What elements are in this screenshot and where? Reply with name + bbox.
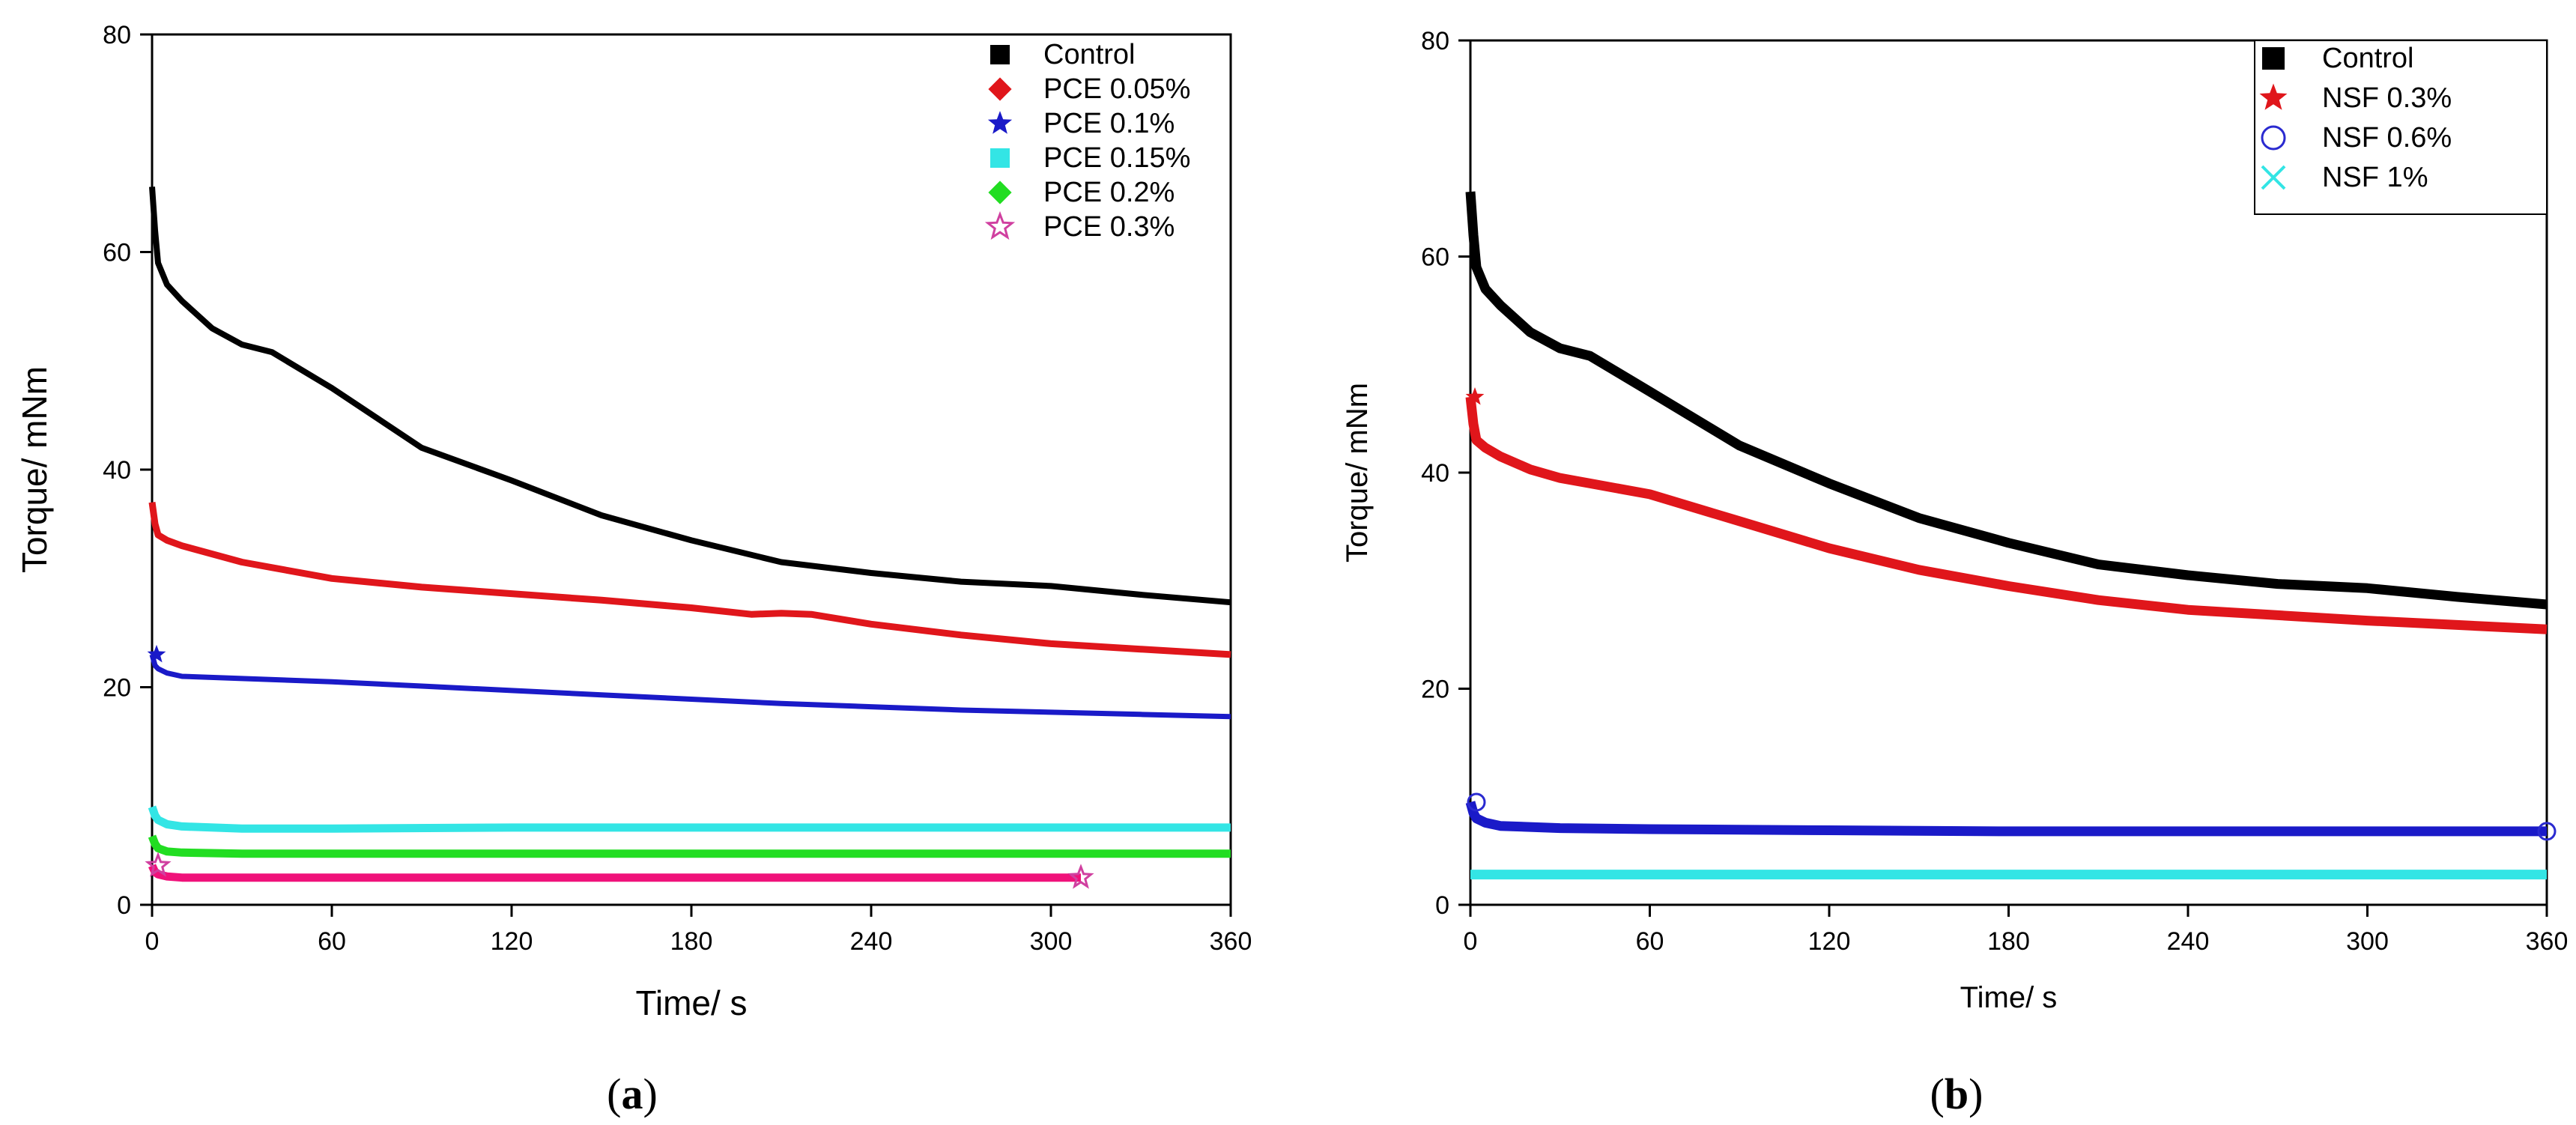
legend-marker: [2261, 125, 2286, 151]
x-tick-label: 360: [1210, 927, 1252, 956]
x-tick-label: 180: [1987, 927, 2030, 956]
x-tick-label: 180: [670, 927, 713, 956]
y-tick-label: 40: [1421, 459, 1449, 488]
legend-label: NSF 0.6%: [2322, 122, 2452, 154]
y-tick-label: 40: [103, 456, 131, 485]
legend-box: [2254, 40, 2548, 215]
series-line-nsf-0-6-: [1465, 801, 2547, 837]
series-line-pce-0-3-: [148, 864, 1081, 882]
x-tick-label: 240: [850, 927, 893, 956]
y-axis-label: Torque/ mNm: [1341, 383, 1374, 562]
x-tick-label: 300: [2346, 927, 2389, 956]
y-tick-label: 80: [1421, 27, 1449, 55]
legend-label: PCE 0.3%: [1043, 211, 1175, 243]
legend-marker: [990, 45, 1010, 64]
panel-caption: (a): [607, 1070, 658, 1118]
legend-label: PCE 0.15%: [1043, 142, 1190, 174]
legend-label: PCE 0.1%: [1043, 108, 1175, 139]
series-start-marker: [147, 644, 166, 663]
panel-b: 0 60 120 180 240 300 360 0 20 40 60 80 Time/ s Torque…: [1341, 27, 2568, 1118]
legend-marker: [2262, 47, 2285, 70]
y-tick-label: 20: [1421, 676, 1449, 704]
legend-label: PCE 0.2%: [1043, 177, 1175, 208]
x-tick-label: 300: [1030, 927, 1073, 956]
legend: Control NSF 0.3% NSF 0.6% NSF 1%: [2254, 40, 2548, 215]
x-tick-label: 0: [1464, 927, 1478, 956]
y-tick-label: 20: [103, 674, 131, 703]
panel-caption: (b): [1930, 1070, 1983, 1118]
y-tick-label: 60: [1421, 243, 1449, 272]
legend-label: PCE 0.05%: [1043, 73, 1190, 105]
y-tick-label: 80: [103, 21, 131, 49]
x-tick-label: 60: [1636, 927, 1664, 956]
y-tick-label: 60: [103, 239, 131, 267]
series-line-control: [149, 187, 1231, 606]
legend-marker: [988, 181, 1012, 204]
x-tick-label: 0: [145, 927, 160, 956]
series-line-pce-0-05-: [148, 501, 1231, 658]
series-start-marker: [145, 852, 172, 877]
x-tick-label: 360: [2526, 927, 2569, 956]
y-tick-label: 0: [117, 891, 131, 920]
legend-label: NSF 1%: [2322, 162, 2428, 193]
legend-label: Control: [1043, 39, 1136, 70]
series-end-marker: [1067, 864, 1094, 889]
x-axis-label: Time/ s: [1960, 981, 2058, 1014]
series-line-pce-0-2-: [148, 834, 1231, 858]
legend-label: Control: [2322, 43, 2414, 74]
legend-marker: [990, 148, 1010, 168]
x-tick-label: 120: [1808, 927, 1851, 956]
series-line-pce-0-15-: [148, 805, 1231, 833]
x-tick-label: 60: [318, 927, 346, 956]
legend-marker: [2259, 83, 2288, 110]
x-tick-label: 120: [491, 927, 533, 956]
series-start-marker: [1467, 792, 1486, 812]
series-line-control: [1465, 191, 2548, 610]
panel-a: 0 60 120 180 240 300 360 0 20 40 60 80 Time/ s Torque…: [15, 21, 1252, 1118]
series-end-marker: [2537, 822, 2557, 841]
legend-marker: [2261, 165, 2286, 190]
y-tick-label: 0: [1435, 891, 1449, 920]
x-tick-label: 240: [2167, 927, 2210, 956]
x-axis-label: Time/ s: [635, 983, 747, 1022]
series-line-nsf-0-3-: [1465, 396, 2548, 634]
legend-marker: [988, 77, 1012, 101]
legend-label: NSF 0.3%: [2322, 82, 2452, 114]
legend-marker: [984, 210, 1016, 240]
y-axis-label: Torque/ mNm: [15, 366, 54, 573]
series-line-pce-0-1-: [149, 653, 1231, 720]
legend-marker: [987, 111, 1013, 134]
series-start-marker: [1465, 387, 1485, 405]
